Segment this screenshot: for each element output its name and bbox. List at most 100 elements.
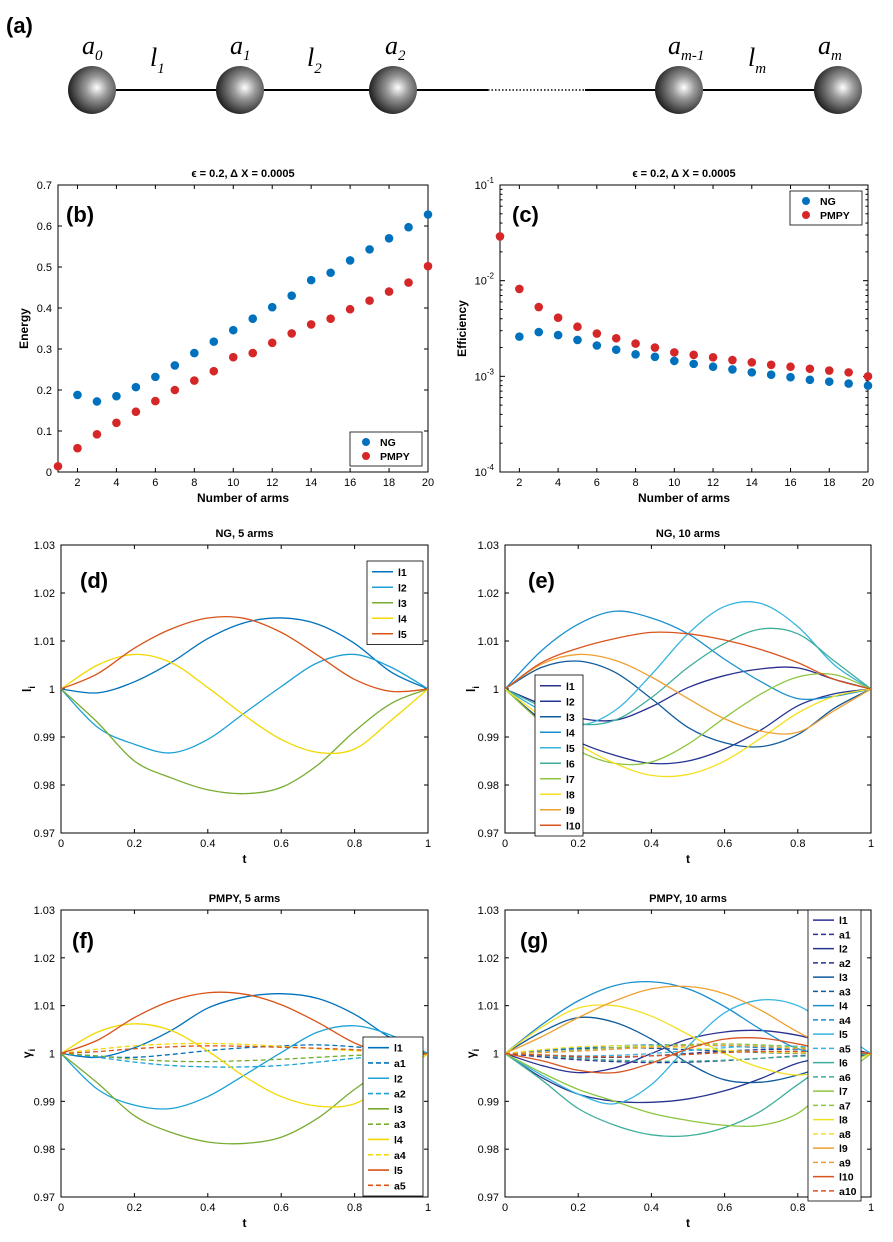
- point-NG-b: [365, 245, 374, 254]
- point-NG-b: [404, 222, 413, 232]
- point-PMPY-c: [863, 372, 873, 381]
- point-PMPY-c: [708, 353, 718, 362]
- legend-label-l5-f: l5: [394, 1165, 403, 1177]
- x-axis-label-b: Number of arms: [197, 491, 289, 505]
- point-PMPY-b: [228, 352, 238, 362]
- y-tick-label-f: 0.97: [34, 1192, 55, 1204]
- point-PMPY-c: [766, 360, 776, 370]
- point-NG-c: [708, 362, 718, 372]
- series-line-l10-e: [505, 631, 871, 690]
- legend-label-a9-g: a9: [839, 1157, 851, 1169]
- y-tick-label-b: 0.6: [37, 221, 52, 233]
- x-tick-label-f: 1: [425, 1202, 431, 1214]
- y-tick-label-d: 0.97: [34, 828, 55, 840]
- chart-panel-g: PMPY, 10 arms (g) 0 0.2 0.4 0.6 0.8 1 0.97 0.98 0.…: [464, 893, 874, 1230]
- legend-label-l4-e: l4: [566, 727, 575, 739]
- y-axis-label-d: li: [20, 686, 37, 692]
- chart-panel-b: ϵ = 0.2, Δ X = 0.0005 (b) 2 4 6 8 10 12 14 16 18 20…: [17, 168, 434, 505]
- point-NG-c: [631, 349, 640, 359]
- link-label-l2: l2: [307, 43, 322, 77]
- x-tick-label-b: 16: [344, 477, 356, 489]
- legend-f: l1 a1 l2 a2 l3 a3 l4 a4 l5 a5: [362, 1036, 424, 1197]
- legend-label-a2-f: a2: [394, 1089, 406, 1101]
- point-PMPY-b: [365, 296, 374, 305]
- y-tick-label-b: 0.3: [37, 344, 52, 356]
- point-NG-c: [805, 375, 815, 385]
- legend-label-l3-g: l3: [839, 972, 848, 984]
- x-axis-label-c: Number of arms: [638, 491, 730, 505]
- series-group-d: [61, 615, 428, 795]
- node-ball-a2: [369, 66, 417, 114]
- legend-marker-PMPY-c: [802, 211, 810, 219]
- y-tick-label-e: 1.03: [478, 540, 499, 552]
- point-PMPY-c: [515, 284, 524, 294]
- node-ball-a1: [216, 66, 264, 114]
- panel-label-d: (d): [80, 568, 108, 593]
- point-PMPY-c: [573, 322, 582, 332]
- point-PMPY-c: [534, 302, 544, 312]
- legend-label-l2-d: l2: [398, 582, 407, 594]
- y-tick-label-g: 0.99: [478, 1096, 499, 1108]
- x-tick-label-e: 1: [868, 838, 874, 850]
- legend-label-l5-d: l5: [398, 629, 407, 641]
- point-NG-c: [824, 377, 834, 386]
- chart-title-f: PMPY, 5 arms: [209, 893, 281, 905]
- legend-label-l1-d: l1: [398, 567, 407, 579]
- node-label-am-1: am-1: [668, 31, 704, 64]
- legend-label-l3-d: l3: [398, 598, 407, 610]
- legend-label-l4-f: l4: [394, 1134, 403, 1146]
- x-tick-label-c: 14: [746, 477, 758, 489]
- point-NG-b: [73, 390, 82, 400]
- legend-label-l2-e: l2: [566, 696, 575, 708]
- y-tick-label-e: 1: [493, 684, 499, 696]
- point-PMPY-c: [495, 232, 505, 241]
- y-tick-label-f: 1.01: [34, 1001, 55, 1013]
- y-tick-label-c: 10-1: [475, 176, 495, 192]
- series-line-l3-d: [61, 688, 428, 795]
- chart-panel-c: ϵ = 0.2, Δ X = 0.0005 (c) 2 4 6 8 10 12 14 16 18 20…: [455, 168, 874, 505]
- y-tick-label-b: 0.5: [37, 262, 52, 274]
- legend-label-a5-f: a5: [394, 1180, 406, 1192]
- legend-box-e: [534, 674, 584, 837]
- x-tick-label-b: 14: [305, 477, 317, 489]
- y-axis-label-e: li: [464, 686, 481, 692]
- legend-c: NG PMPY: [789, 190, 863, 226]
- point-NG-c: [553, 330, 563, 340]
- point-PMPY-c: [747, 358, 757, 367]
- point-NG-b: [384, 234, 394, 243]
- x-tick-label-e: 0.4: [644, 838, 659, 850]
- x-tick-label-c: 18: [823, 477, 835, 489]
- y-tick-label-e: 1.02: [478, 588, 499, 600]
- y-tick-label-g: 1.02: [478, 953, 499, 965]
- x-axis-label-d: t: [243, 852, 247, 866]
- y-tick-label-c: 10-3: [475, 367, 495, 383]
- point-PMPY-b: [306, 320, 316, 329]
- chart-panel-d: NG, 5 arms (d) 0 0.2 0.4 0.6 0.8 1 0.97 0.98 0.99 1…: [20, 528, 431, 866]
- point-PMPY-b: [209, 366, 219, 376]
- x-tick-label-g: 0.2: [571, 1202, 586, 1214]
- point-PMPY-c: [592, 329, 602, 338]
- point-NG-b: [151, 372, 160, 382]
- x-tick-label-c: 8: [633, 477, 639, 489]
- legend-label-l9-e: l9: [566, 805, 575, 817]
- point-PMPY-c: [650, 343, 660, 352]
- legend-d: l1 l2 l3 l4 l5: [366, 560, 424, 645]
- legend-label-l7-e: l7: [566, 774, 575, 786]
- legend-label-l4-g: l4: [839, 1001, 848, 1013]
- x-tick-label-d: 0: [58, 838, 64, 850]
- y-tick-label-d: 1.01: [34, 636, 55, 648]
- point-PMPY-b: [53, 461, 63, 471]
- panel-label-c: (c): [512, 202, 539, 227]
- node-ball-am: [814, 66, 862, 114]
- point-NG-c: [573, 335, 582, 345]
- chart-title-d: NG, 5 arms: [215, 528, 273, 540]
- node-label-a1: a1: [230, 31, 251, 64]
- legend-label-a3-f: a3: [394, 1119, 406, 1131]
- point-NG-c: [766, 370, 776, 380]
- legend-label-l3-f: l3: [394, 1104, 403, 1116]
- point-PMPY-c: [553, 313, 563, 323]
- chart-panels: ϵ = 0.2, Δ X = 0.0005(b)2 4 6 8 10 12 14 16 18 20…: [17, 168, 874, 1230]
- legend-label-l2-g: l2: [839, 944, 848, 956]
- point-NG-c: [689, 359, 698, 369]
- point-PMPY-b: [248, 348, 258, 358]
